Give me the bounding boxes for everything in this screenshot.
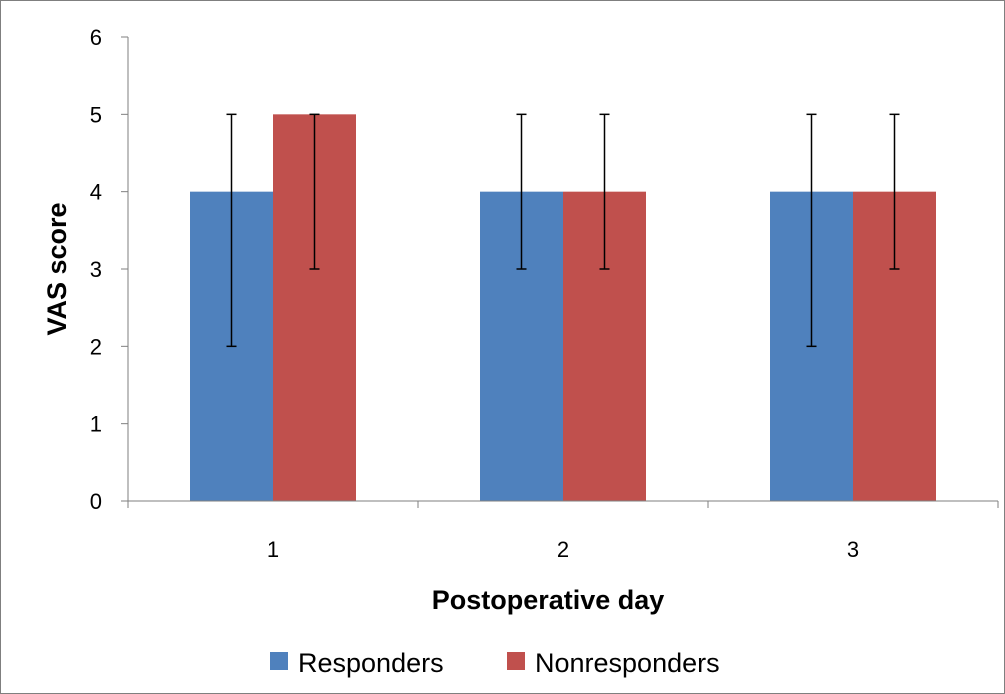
y-tick-label: 3 (90, 257, 102, 282)
legend-label: Responders (298, 648, 444, 678)
y-tick-label: 6 (90, 25, 102, 50)
x-tick-label: 1 (267, 537, 279, 562)
x-tick-label: 3 (847, 537, 859, 562)
y-tick-label: 5 (90, 102, 102, 127)
y-axis-title: VAS score (42, 202, 72, 335)
legend-swatch (270, 652, 288, 670)
x-tick-label: 2 (557, 537, 569, 562)
y-tick-label: 1 (90, 412, 102, 437)
y-tick-label: 0 (90, 489, 102, 514)
legend-swatch (507, 652, 525, 670)
legend: Responders Nonresponders (270, 648, 720, 678)
y-axis-ticks: 0 1 2 3 4 5 6 (90, 25, 128, 514)
x-axis-ticks: 1 2 3 (127, 501, 999, 562)
x-axis-title: Postoperative day (432, 585, 665, 615)
bars (190, 114, 936, 501)
y-tick-label: 2 (90, 334, 102, 359)
error-bars (226, 113, 900, 348)
y-tick-label: 4 (90, 180, 102, 205)
legend-label: Nonresponders (535, 648, 720, 678)
